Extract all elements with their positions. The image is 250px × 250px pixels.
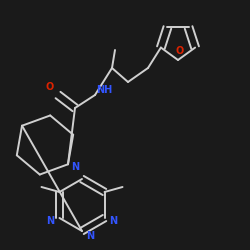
Text: O: O <box>46 82 54 92</box>
Text: N: N <box>71 162 79 172</box>
Text: N: N <box>86 231 94 241</box>
Text: NH: NH <box>96 85 112 95</box>
Text: O: O <box>176 46 184 56</box>
Text: N: N <box>46 216 54 226</box>
Text: N: N <box>110 216 118 226</box>
